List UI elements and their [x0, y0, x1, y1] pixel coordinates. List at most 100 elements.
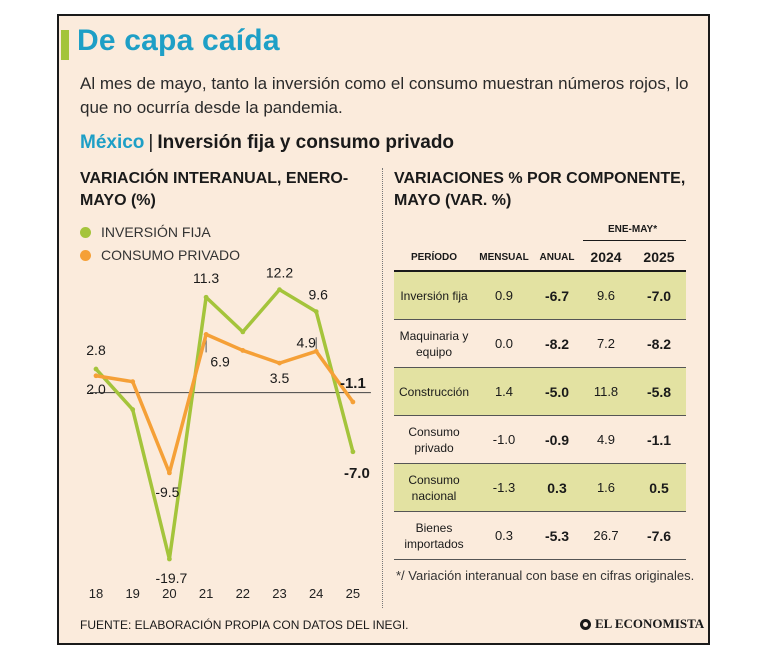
cell-anual: -0.9: [534, 415, 580, 464]
x-tick-label: 23: [272, 586, 286, 601]
table-row: Bienes importados 0.3 -5.3 26.7 -7.6: [394, 511, 686, 560]
cell-2024: 1.6: [580, 463, 632, 512]
legend-inversion-label: INVERSIÓN FIJA: [101, 224, 211, 240]
row-label: Maquinaria y equipo: [394, 319, 474, 368]
data-point-inversion: [240, 329, 246, 335]
cell-2024: 4.9: [580, 415, 632, 464]
x-tick-label: 24: [309, 586, 323, 601]
row-label: Inversión fija: [394, 271, 474, 320]
source-note: FUENTE: ELABORACIÓN PROPIA CON DATOS DEL…: [80, 618, 409, 632]
legend-inversion: INVERSIÓN FIJA: [80, 224, 211, 240]
topic-label: Inversión fija y consumo privado: [157, 132, 455, 153]
data-point-inversion: [130, 407, 136, 412]
data-label: 12.2: [266, 265, 293, 281]
legend-dot-inversion-icon: [80, 226, 91, 238]
table-row: Construcción 1.4 -5.0 11.8 -5.8: [394, 367, 686, 416]
data-point-inversion: [277, 287, 282, 293]
x-tick-label: 21: [199, 586, 213, 601]
cell-anual: 0.3: [534, 463, 580, 512]
data-label: 6.9: [210, 353, 230, 369]
cell-2024: 11.8: [580, 367, 632, 416]
data-point-inversion: [350, 449, 356, 455]
col-header-2024: 2024: [580, 244, 632, 272]
cell-2025: -8.2: [632, 319, 686, 368]
brand-logo: EL ECONOMISTA: [580, 616, 704, 632]
data-label: -9.5: [155, 484, 179, 500]
table-row: Maquinaria y equipo 0.0 -8.2 7.2 -8.2: [394, 319, 686, 368]
col-header-periodo: PERÍODO: [394, 244, 474, 272]
footnote: */ Variación interanual con base en cifr…: [396, 568, 695, 583]
cell-mensual: 1.4: [474, 367, 534, 416]
data-point-inversion: [203, 294, 209, 300]
data-label: 9.6: [308, 287, 328, 303]
row-label: Construcción: [394, 367, 474, 416]
cell-mensual: -1.3: [474, 463, 534, 512]
legend-dot-consumo-icon: [80, 249, 91, 261]
table-row: Consumo nacional -1.3 0.3 1.6 0.5: [394, 463, 686, 512]
data-label: 11.3: [193, 270, 219, 286]
section-divider: [382, 168, 383, 608]
cell-mensual: 0.9: [474, 271, 534, 320]
data-point-consumo: [203, 332, 209, 337]
cell-anual: -5.0: [534, 367, 580, 416]
cell-2025: 0.5: [632, 463, 686, 512]
cell-2025: -5.8: [632, 367, 686, 416]
cell-mensual: 0.3: [474, 511, 534, 560]
data-point-consumo: [350, 399, 356, 405]
series-line-consumo: [94, 332, 355, 475]
row-label: Consumo nacional: [394, 463, 474, 512]
series-line-inversion: [94, 287, 355, 561]
cell-anual: -8.2: [534, 319, 580, 368]
data-point-consumo: [167, 470, 172, 476]
section-title: México | Inversión fija y consumo privado: [80, 132, 454, 154]
table-row: Consumo privado -1.0 -0.9 4.9 -1.1: [394, 415, 686, 464]
data-label: 4.9: [296, 334, 316, 350]
brand-mark-icon: [580, 618, 591, 630]
cell-anual: -6.7: [534, 271, 580, 320]
data-label: -19.7: [155, 570, 187, 586]
data-label: 2.0: [86, 381, 106, 397]
ene-may-label: ENE-MAY*: [608, 224, 658, 235]
legend-consumo: CONSUMO PRIVADO: [80, 247, 240, 263]
data-point-consumo: [130, 379, 136, 385]
page-title: De capa caída: [77, 24, 280, 57]
data-label: 3.5: [270, 370, 290, 386]
data-point-inversion: [313, 309, 319, 314]
data-label: 2.8: [86, 342, 106, 358]
cell-2024: 26.7: [580, 511, 632, 560]
row-label: Bienes importados: [394, 511, 474, 560]
cell-2025: -1.1: [632, 415, 686, 464]
cell-mensual: 0.0: [474, 319, 534, 368]
data-label: -7.0: [344, 465, 370, 482]
col-header-mensual: MENSUAL: [474, 244, 534, 272]
col-header-anual: ANUAL: [534, 244, 580, 272]
cell-2025: -7.0: [632, 271, 686, 320]
title-accent-bar: [61, 30, 69, 60]
line-chart: 18 19 20 21 22 23 24 25 2.8 2.0 -9.5 -19.7 11.3 6.9 12…: [86, 265, 371, 601]
table-header-row: PERÍODO MENSUAL ANUAL 2024 2025: [394, 244, 686, 272]
cell-anual: -5.3: [534, 511, 580, 560]
data-point-consumo: [313, 348, 319, 354]
chart-heading: VARIACIÓN INTERANUAL, ENERO-MAYO (%): [80, 170, 349, 209]
row-label: Consumo privado: [394, 415, 474, 464]
col-header-2025: 2025: [632, 244, 686, 272]
table-row: Inversión fija 0.9 -6.7 9.6 -7.0: [394, 271, 686, 320]
components-table: PERÍODO MENSUAL ANUAL 2024 2025 Inversió…: [394, 244, 686, 560]
x-tick-label: 18: [89, 586, 103, 601]
country-label: México: [80, 132, 145, 153]
cell-2025: -7.6: [632, 511, 686, 560]
title-separator: |: [148, 132, 154, 153]
page-subtitle: Al mes de mayo, tanto la inversión como …: [80, 74, 689, 117]
x-tick-label: 22: [236, 586, 250, 601]
data-label: -1.1: [340, 375, 366, 392]
cell-2024: 7.2: [580, 319, 632, 368]
cell-2024: 9.6: [580, 271, 632, 320]
table-heading: VARIACIONES % POR COMPONENTE, MAYO (VAR.…: [394, 170, 686, 209]
x-tick-label: 20: [162, 586, 176, 601]
data-point-consumo: [277, 360, 282, 366]
data-point-consumo: [240, 348, 246, 353]
legend-consumo-label: CONSUMO PRIVADO: [101, 247, 240, 263]
x-tick-label: 25: [346, 586, 360, 601]
ene-may-rule: [583, 240, 686, 241]
brand-name: EL ECONOMISTA: [595, 616, 705, 631]
